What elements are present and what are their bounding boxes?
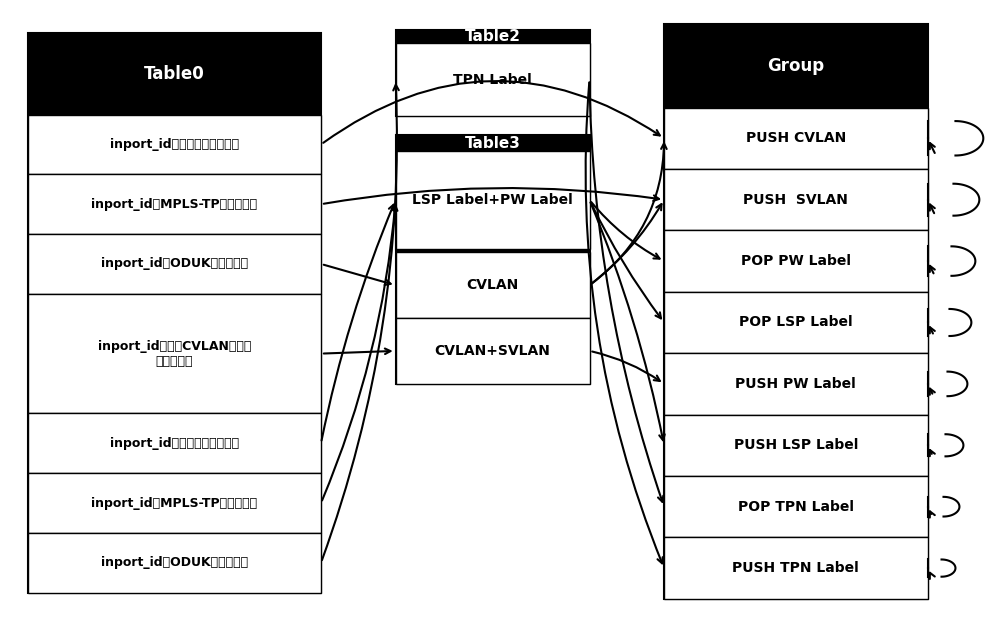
Bar [664, 24, 928, 599]
Text: inport_id（ODUK业务传递）: inport_id（ODUK业务传递） [101, 257, 248, 270]
Text: CVLAN+SVLAN: CVLAN+SVLAN [435, 344, 550, 358]
Text: PUSH  SVLAN: PUSH SVLAN [743, 193, 848, 206]
Bar [664, 231, 928, 292]
Bar [396, 30, 590, 43]
Bar [396, 135, 590, 249]
Text: Table2: Table2 [465, 29, 521, 44]
Text: inport_id（ODUK业务上话）: inport_id（ODUK业务上话） [101, 556, 248, 569]
Bar [664, 169, 928, 231]
Bar [396, 252, 590, 318]
Text: POP LSP Label: POP LSP Label [739, 316, 853, 329]
Bar [396, 230, 590, 252]
Bar [28, 533, 321, 593]
Text: inport_id（MPLS-TP业务传递）: inport_id（MPLS-TP业务传递） [91, 198, 257, 211]
Text: inport_id（以太网业务上话）: inport_id（以太网业务上话） [110, 138, 239, 151]
Text: inport_id（MPLS-TP业务上话）: inport_id（MPLS-TP业务上话） [91, 497, 257, 510]
Bar [664, 353, 928, 415]
Bar [664, 24, 928, 108]
Bar [664, 415, 928, 476]
Bar [28, 234, 321, 294]
Bar [396, 135, 590, 151]
Text: Table0: Table0 [144, 65, 205, 83]
Bar [396, 151, 590, 249]
Bar [28, 115, 321, 174]
Bar [28, 473, 321, 533]
Bar [396, 43, 590, 117]
Text: inport_id（以太网业务透传）: inport_id（以太网业务透传） [110, 436, 239, 450]
Bar [664, 292, 928, 353]
Text: Table1: Table1 [465, 234, 520, 249]
Bar [664, 476, 928, 538]
Text: LSP Label+PW Label: LSP Label+PW Label [412, 193, 573, 207]
Text: PUSH LSP Label: PUSH LSP Label [734, 438, 858, 452]
Bar [28, 414, 321, 473]
Text: TPN Label: TPN Label [453, 73, 532, 87]
Bar [396, 230, 590, 384]
Bar [28, 174, 321, 234]
Text: PUSH CVLAN: PUSH CVLAN [746, 131, 846, 145]
Text: CVLAN: CVLAN [466, 278, 519, 292]
Text: PUSH TPN Label: PUSH TPN Label [732, 561, 859, 575]
Text: Table3: Table3 [465, 136, 520, 151]
Bar [396, 318, 590, 384]
Bar [664, 108, 928, 169]
Text: Group: Group [767, 57, 824, 75]
Text: inport_id（外挂CVLAN以太网
业务上话）: inport_id（外挂CVLAN以太网 业务上话） [98, 340, 251, 368]
Bar [28, 33, 321, 593]
Text: PUSH PW Label: PUSH PW Label [735, 377, 856, 391]
Bar [396, 30, 590, 117]
Bar [664, 538, 928, 599]
Bar [28, 294, 321, 414]
Text: POP PW Label: POP PW Label [741, 254, 851, 268]
Bar [28, 33, 321, 115]
Text: POP TPN Label: POP TPN Label [738, 500, 854, 514]
